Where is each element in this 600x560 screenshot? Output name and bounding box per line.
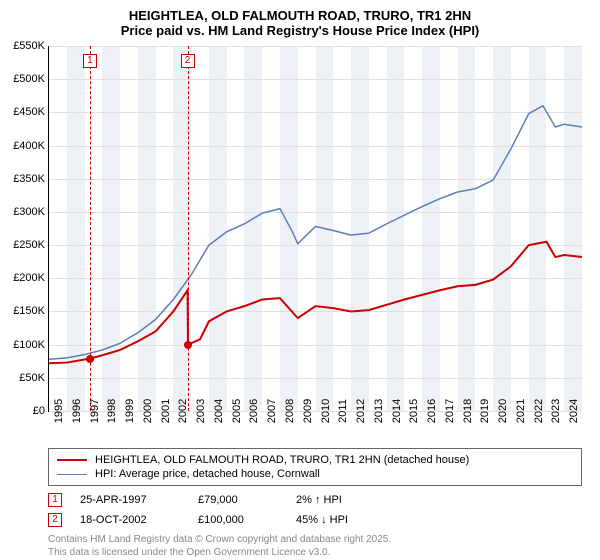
x-tick: 2010 — [316, 399, 332, 423]
x-tick: 2009 — [298, 399, 314, 423]
y-tick: £200K — [13, 272, 49, 284]
x-tick: 2015 — [404, 399, 420, 423]
y-tick: £400K — [13, 140, 49, 152]
x-tick: 2021 — [511, 399, 527, 423]
x-tick: 1998 — [102, 399, 118, 423]
x-tick: 2013 — [369, 399, 385, 423]
legend-row: HEIGHTLEA, OLD FALMOUTH ROAD, TRURO, TR1… — [57, 453, 573, 467]
x-tick: 2017 — [440, 399, 456, 423]
x-tick: 2011 — [333, 399, 349, 423]
x-tick: 2022 — [529, 399, 545, 423]
x-tick: 2008 — [280, 399, 296, 423]
x-tick: 2018 — [458, 399, 474, 423]
y-tick: £450K — [13, 106, 49, 118]
chart-area: 1 2 £0 £50K £100K £150K £200K £250K £300K £350K £… — [6, 42, 582, 442]
title-line-2: Price paid vs. HM Land Registry's House … — [0, 23, 600, 38]
x-tick: 1999 — [120, 399, 136, 423]
y-tick: £550K — [13, 40, 49, 52]
x-tick: 1995 — [49, 399, 65, 423]
x-tick: 2001 — [156, 399, 172, 423]
event-table: 125-APR-1997£79,0002% ↑ HPI218-OCT-2002£… — [48, 490, 582, 530]
event-row: 218-OCT-2002£100,00045% ↓ HPI — [48, 510, 582, 530]
x-tick: 2012 — [351, 399, 367, 423]
x-tick: 2003 — [191, 399, 207, 423]
x-tick: 2005 — [227, 399, 243, 423]
title-line-1: HEIGHTLEA, OLD FALMOUTH ROAD, TRURO, TR1… — [0, 8, 600, 23]
x-tick: 2024 — [564, 399, 580, 423]
x-tick: 2006 — [244, 399, 260, 423]
legend-label: HPI: Average price, detached house, Corn… — [95, 468, 320, 480]
x-tick: 2019 — [475, 399, 491, 423]
marker-box: 2 — [181, 54, 195, 68]
y-tick: £500K — [13, 73, 49, 85]
x-tick: 2004 — [209, 399, 225, 423]
legend-row: HPI: Average price, detached house, Corn… — [57, 467, 573, 481]
legend: HEIGHTLEA, OLD FALMOUTH ROAD, TRURO, TR1… — [48, 448, 582, 486]
series-lines — [49, 46, 582, 411]
y-tick: £0 — [33, 405, 49, 417]
y-tick: £250K — [13, 239, 49, 251]
x-tick: 2016 — [422, 399, 438, 423]
y-tick: £300K — [13, 206, 49, 218]
marker-box: 1 — [83, 54, 97, 68]
y-tick: £350K — [13, 173, 49, 185]
x-tick: 2023 — [546, 399, 562, 423]
x-tick: 2002 — [173, 399, 189, 423]
event-row: 125-APR-1997£79,0002% ↑ HPI — [48, 490, 582, 510]
x-tick: 2020 — [493, 399, 509, 423]
attribution: Contains HM Land Registry data © Crown c… — [48, 534, 582, 559]
x-tick: 2014 — [387, 399, 403, 423]
legend-label: HEIGHTLEA, OLD FALMOUTH ROAD, TRURO, TR1… — [95, 454, 469, 466]
y-tick: £100K — [13, 339, 49, 351]
x-tick: 2000 — [138, 399, 154, 423]
attribution-line-2: This data is licensed under the Open Gov… — [48, 547, 582, 560]
x-tick: 1996 — [67, 399, 83, 423]
chart-title-block: HEIGHTLEA, OLD FALMOUTH ROAD, TRURO, TR1… — [0, 0, 600, 42]
y-tick: £150K — [13, 305, 49, 317]
x-tick: 2007 — [262, 399, 278, 423]
attribution-line-1: Contains HM Land Registry data © Crown c… — [48, 534, 582, 547]
y-tick: £50K — [19, 372, 49, 384]
x-tick: 1997 — [85, 399, 101, 423]
plot-region: 12 £0£50K£100K£150K£200K£250K£300K£350K£… — [48, 46, 582, 412]
